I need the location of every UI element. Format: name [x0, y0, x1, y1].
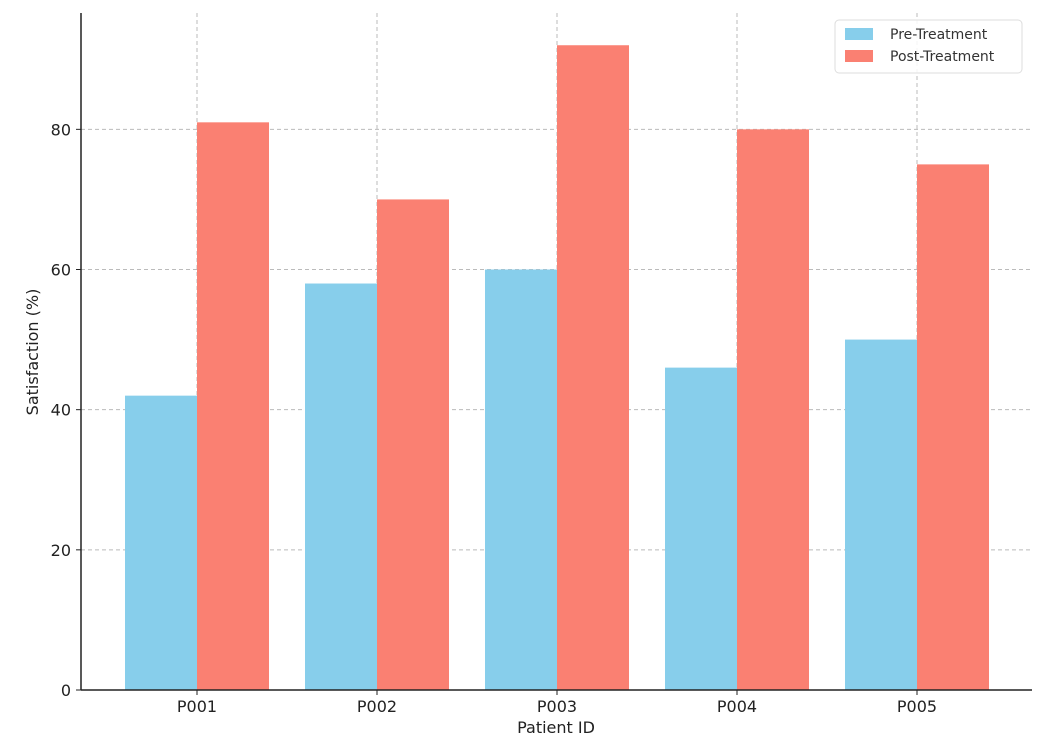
legend-frame: [834, 19, 1023, 74]
legend-swatch-post-treatment: [845, 50, 873, 62]
bar-pre-treatment-p003: [485, 269, 557, 690]
x-tick-label-p004: P004: [717, 697, 757, 716]
bar-pre-treatment-p004: [665, 367, 737, 690]
y-tick-label: 80: [51, 120, 71, 139]
y-tick-label: 60: [51, 261, 71, 280]
y-tick-label: 0: [61, 681, 71, 700]
x-tick-label-p005: P005: [897, 697, 937, 716]
bar-post-treatment-p001: [197, 122, 269, 690]
legend-swatch-pre-treatment: [845, 28, 873, 40]
y-tick-label: 20: [51, 541, 71, 560]
bar-post-treatment-p005: [917, 164, 989, 690]
legend-label-post-treatment: Post-Treatment: [890, 49, 995, 65]
legend: Pre-Treatment Post-Treatment: [834, 19, 1023, 74]
bar-pre-treatment-p002: [305, 283, 377, 690]
x-tick-label-p002: P002: [357, 697, 397, 716]
y-tick-label: 40: [51, 401, 71, 420]
bar-pre-treatment-p005: [845, 339, 917, 690]
bars: [125, 45, 989, 691]
x-tick-label-p001: P001: [177, 697, 217, 716]
bar-pre-treatment-p001: [125, 395, 197, 690]
bar-post-treatment-p002: [377, 199, 449, 690]
bar-post-treatment-p003: [557, 45, 629, 690]
legend-label-pre-treatment: Pre-Treatment: [890, 27, 988, 43]
x-axis-title: Patient ID: [517, 718, 595, 737]
y-axis-title: Satisfaction (%): [23, 289, 42, 416]
x-tick-label-p003: P003: [537, 697, 577, 716]
bar-post-treatment-p004: [737, 129, 809, 691]
tick-labels: 0 20 40 60 80 P001 P002 P003 P004 P005: [51, 120, 937, 716]
